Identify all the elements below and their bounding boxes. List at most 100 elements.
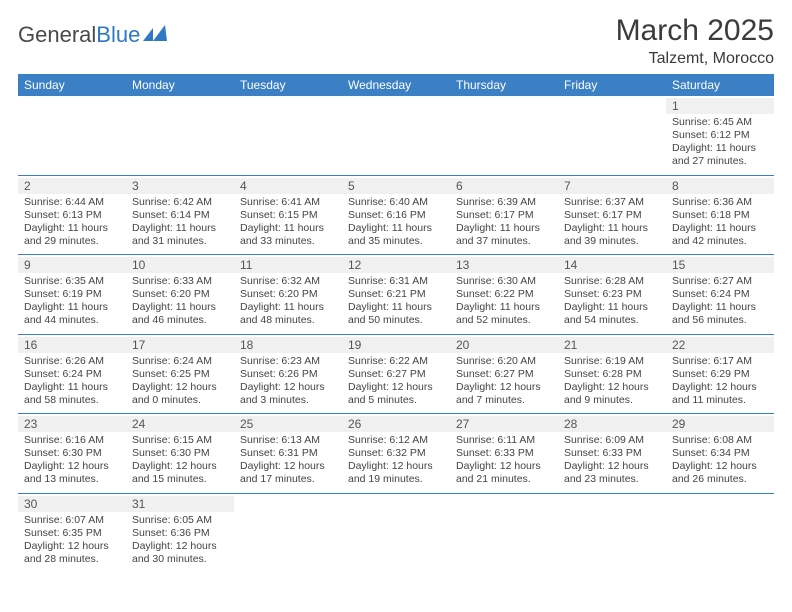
daylight-line: Daylight: 12 hours	[132, 540, 228, 553]
sunset-line: Sunset: 6:21 PM	[348, 288, 444, 301]
daylight-line: and 30 minutes.	[132, 553, 228, 566]
sunset-line: Sunset: 6:35 PM	[24, 527, 120, 540]
day-number: 23	[18, 416, 126, 432]
calendar-cell: 22 Sunrise: 6:17 AMSunset: 6:29 PMDayligh…	[666, 334, 774, 414]
calendar-cell	[342, 96, 450, 175]
daylight-line: Daylight: 12 hours	[564, 381, 660, 394]
day-number: 27	[450, 416, 558, 432]
day-number: 9	[18, 257, 126, 273]
daylight-line: and 37 minutes.	[456, 235, 552, 248]
day-number: 3	[126, 178, 234, 194]
sunset-line: Sunset: 6:12 PM	[672, 129, 768, 142]
sunset-line: Sunset: 6:20 PM	[132, 288, 228, 301]
calendar-cell: 14Sunrise: 6:28 AMSunset: 6:23 PMDayligh…	[558, 255, 666, 335]
location: Talzemt, Morocco	[616, 50, 774, 68]
daylight-line: and 50 minutes.	[348, 314, 444, 327]
daylight-line: and 29 minutes.	[24, 235, 120, 248]
day-number: 8	[666, 178, 774, 194]
calendar-cell: 6Sunrise: 6:39 AMSunset: 6:17 PMDaylight…	[450, 175, 558, 255]
day-number: 6	[450, 178, 558, 194]
calendar-row: 23 Sunrise: 6:16 AM Sunset: 6:30 PM Dayligh…	[18, 414, 774, 494]
day-number: 22	[666, 337, 774, 353]
day-number: 10	[126, 257, 234, 273]
daylight-line: Daylight: 11 hours	[132, 222, 228, 235]
day-number: 17	[126, 337, 234, 353]
daylight-line: Daylight: 11 hours	[240, 222, 336, 235]
calendar-cell: 20Sunrise: 6:20 AMSunset: 6:27 PMDayligh…	[450, 334, 558, 414]
sunrise-line: Sunrise: 6:37 AM	[564, 196, 660, 209]
daylight-line: Daylight: 12 hours	[672, 460, 768, 473]
calendar-cell: 29Sunrise: 6:08 AMSunset: 6:34 PMDayligh…	[666, 414, 774, 494]
daylight-line: and 19 minutes.	[348, 473, 444, 486]
calendar-cell	[342, 493, 450, 572]
sunset-line: Sunset: 6:28 PM	[564, 368, 660, 381]
calendar-row: 9Sunrise: 6:35 AMSunset: 6:19 PMDaylight…	[18, 255, 774, 335]
calendar-cell: 4Sunrise: 6:41 AMSunset: 6:15 PMDaylight…	[234, 175, 342, 255]
sunset-line: Sunset: 6:30 PM	[132, 447, 228, 460]
calendar-cell: 3Sunrise: 6:42 AMSunset: 6:14 PMDaylight…	[126, 175, 234, 255]
daylight-line: Daylight: 12 hours	[564, 460, 660, 473]
daylight-line: and 44 minutes.	[24, 314, 120, 327]
daylight-line: and 46 minutes.	[132, 314, 228, 327]
sunset-line: Sunset: 6:36 PM	[132, 527, 228, 540]
daylight-line: Daylight: 11 hours	[24, 222, 120, 235]
sunrise-line: Sunrise: 6:32 AM	[240, 275, 336, 288]
day-number: 18	[234, 337, 342, 353]
day-number: 31	[126, 496, 234, 512]
calendar-cell	[126, 96, 234, 175]
sunset-line: Sunset: 6:15 PM	[240, 209, 336, 222]
daylight-line: Daylight: 11 hours	[456, 301, 552, 314]
day-number: 25	[234, 416, 342, 432]
daylight-line: Daylight: 11 hours	[24, 381, 120, 394]
day-number: 19	[342, 337, 450, 353]
calendar-cell: 10Sunrise: 6:33 AMSunset: 6:20 PMDayligh…	[126, 255, 234, 335]
sunrise-line: Sunrise: 6:27 AM	[672, 275, 768, 288]
sunrise-line: Sunrise: 6:05 AM	[132, 514, 228, 527]
daylight-line: Daylight: 11 hours	[672, 222, 768, 235]
sunrise-line: Sunrise: 6:16 AM	[24, 434, 120, 447]
daylight-line: and 31 minutes.	[132, 235, 228, 248]
daylight-line: and 56 minutes.	[672, 314, 768, 327]
calendar-cell: 2Sunrise: 6:44 AMSunset: 6:13 PMDaylight…	[18, 175, 126, 255]
daylight-line: Daylight: 11 hours	[456, 222, 552, 235]
daylight-line: Daylight: 12 hours	[348, 460, 444, 473]
calendar-cell: 1Sunrise: 6:45 AMSunset: 6:12 PMDaylight…	[666, 96, 774, 175]
sunrise-line: Sunrise: 6:44 AM	[24, 196, 120, 209]
daylight-line: and 13 minutes.	[24, 473, 120, 486]
calendar-cell: 8Sunrise: 6:36 AMSunset: 6:18 PMDaylight…	[666, 175, 774, 255]
day-number: 28	[558, 416, 666, 432]
daylight-line: and 11 minutes.	[672, 394, 768, 407]
day-header: Monday	[126, 74, 234, 96]
flag-icon	[143, 25, 169, 46]
sunset-line: Sunset: 6:18 PM	[672, 209, 768, 222]
daylight-line: Daylight: 11 hours	[564, 222, 660, 235]
sunrise-line: Sunrise: 6:17 AM	[672, 355, 768, 368]
day-number: 26	[342, 416, 450, 432]
calendar-cell	[450, 493, 558, 572]
sunset-line: Sunset: 6:19 PM	[24, 288, 120, 301]
day-number: 21	[558, 337, 666, 353]
sunrise-line: Sunrise: 6:28 AM	[564, 275, 660, 288]
day-header: Thursday	[450, 74, 558, 96]
day-number: 11	[234, 257, 342, 273]
sunrise-line: Sunrise: 6:24 AM	[132, 355, 228, 368]
daylight-line: Daylight: 12 hours	[672, 381, 768, 394]
calendar-cell: 17Sunrise: 6:24 AMSunset: 6:25 PMDayligh…	[126, 334, 234, 414]
sunset-line: Sunset: 6:29 PM	[672, 368, 768, 381]
daylight-line: and 28 minutes.	[24, 553, 120, 566]
calendar-cell: 25Sunrise: 6:13 AMSunset: 6:31 PMDayligh…	[234, 414, 342, 494]
sunrise-line: Sunrise: 6:45 AM	[672, 116, 768, 129]
calendar-cell	[558, 493, 666, 572]
daylight-line: Daylight: 12 hours	[456, 381, 552, 394]
daylight-line: Daylight: 12 hours	[132, 381, 228, 394]
sunrise-line: Sunrise: 6:13 AM	[240, 434, 336, 447]
day-number: 24	[126, 416, 234, 432]
sunset-line: Sunset: 6:20 PM	[240, 288, 336, 301]
day-number: 29	[666, 416, 774, 432]
day-number: 20	[450, 337, 558, 353]
sunset-line: Sunset: 6:32 PM	[348, 447, 444, 460]
logo-text-blue: Blue	[96, 22, 140, 48]
calendar-cell: 23Sunrise: 6:16 AMSunset: 6:30 PMDayligh…	[18, 414, 126, 494]
calendar-cell	[450, 96, 558, 175]
daylight-line: Daylight: 12 hours	[24, 540, 120, 553]
